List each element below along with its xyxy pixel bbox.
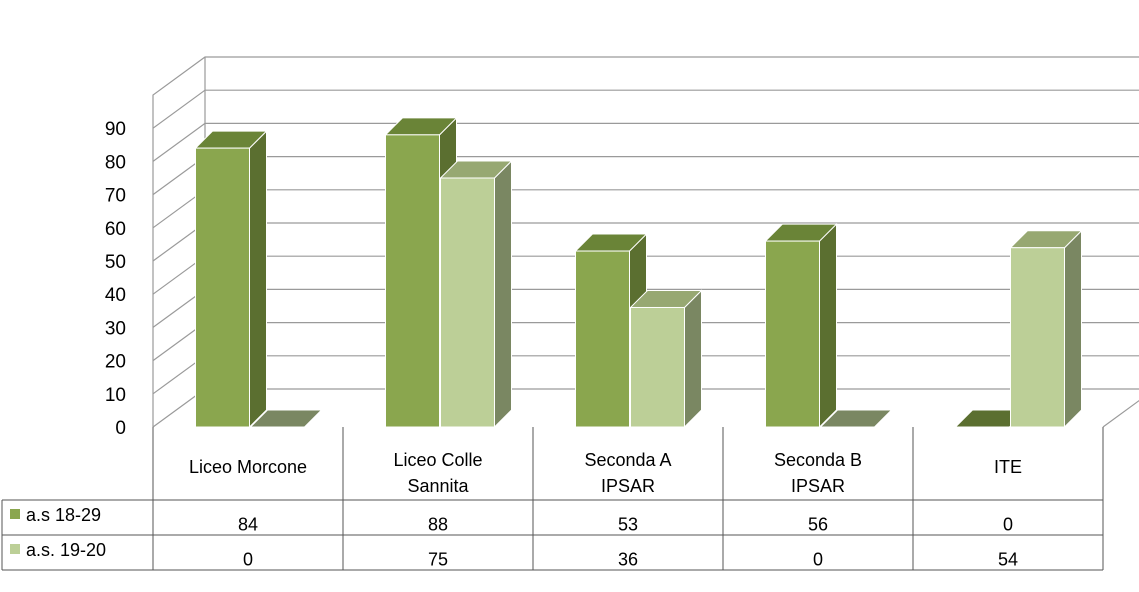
- y-tick-label: 20: [105, 352, 126, 373]
- table-cell-value: 53: [618, 515, 638, 535]
- bar-zero-top: [819, 409, 893, 428]
- category-label: IPSAR: [601, 476, 655, 496]
- gridline-side: [152, 89, 206, 129]
- y-tick-label: 30: [105, 318, 126, 339]
- y-tick-label: 70: [105, 186, 126, 207]
- category-label: Sannita: [407, 476, 469, 496]
- category-label: Liceo Colle: [393, 450, 482, 470]
- y-tick-label: 90: [105, 119, 126, 140]
- bar-front: [385, 134, 440, 428]
- bar: [249, 409, 323, 428]
- table-cell-value: 54: [998, 550, 1018, 570]
- bar-front: [1010, 247, 1065, 428]
- y-tick-label: 60: [105, 219, 126, 240]
- gridline-side: [152, 122, 206, 162]
- bar-side: [684, 289, 702, 429]
- bar: [1009, 229, 1083, 429]
- table-cell-value: 84: [238, 515, 258, 535]
- data-table: Liceo Morcone Liceo Colle Sannita Seconda A…: [1, 427, 1104, 571]
- y-tick-label: 0: [115, 418, 126, 439]
- category-label: Seconda A: [584, 450, 671, 470]
- bar: [629, 289, 703, 429]
- bar-front: [630, 306, 685, 428]
- y-tick-label: 40: [105, 285, 126, 306]
- y-tick-label: 10: [105, 385, 126, 406]
- bar-side: [1064, 229, 1082, 429]
- legend-label: a.s. 19-20: [26, 540, 106, 560]
- table-cell-value: 56: [808, 515, 828, 535]
- bar-side: [494, 159, 512, 429]
- table-cell-value: 0: [813, 550, 823, 570]
- legend-key: [10, 509, 20, 519]
- bar-front: [195, 147, 250, 428]
- bar: [439, 159, 513, 429]
- bar: [764, 222, 838, 429]
- y-axis-ticks: 0 10 20 30 40 50 60 70 80 90: [105, 119, 126, 439]
- category-label: Seconda B: [774, 450, 862, 470]
- table-cell-value: 36: [618, 550, 638, 570]
- y-tick-label: 50: [105, 252, 126, 273]
- bar-zero-top: [249, 409, 323, 428]
- bars: [194, 116, 1083, 429]
- bar-front: [440, 177, 495, 428]
- bar-side: [819, 222, 837, 429]
- table-cell-value: 0: [243, 550, 253, 570]
- bar-front: [575, 250, 630, 428]
- table-cell-value: 0: [1003, 515, 1013, 535]
- y-tick-label: 80: [105, 152, 126, 173]
- bar: [194, 129, 268, 429]
- table-cell-value: 88: [428, 515, 448, 535]
- bar: [574, 232, 648, 429]
- legend-key: [10, 544, 20, 554]
- bar-front: [765, 240, 820, 428]
- bar-side: [249, 129, 267, 429]
- bar: [819, 409, 893, 428]
- category-label: ITE: [994, 457, 1022, 477]
- legend-label: a.s 18-29: [26, 505, 101, 525]
- table-cell-value: 75: [428, 550, 448, 570]
- category-label: Liceo Morcone: [189, 457, 307, 477]
- gridlines: [152, 89, 1139, 395]
- category-label: IPSAR: [791, 476, 845, 496]
